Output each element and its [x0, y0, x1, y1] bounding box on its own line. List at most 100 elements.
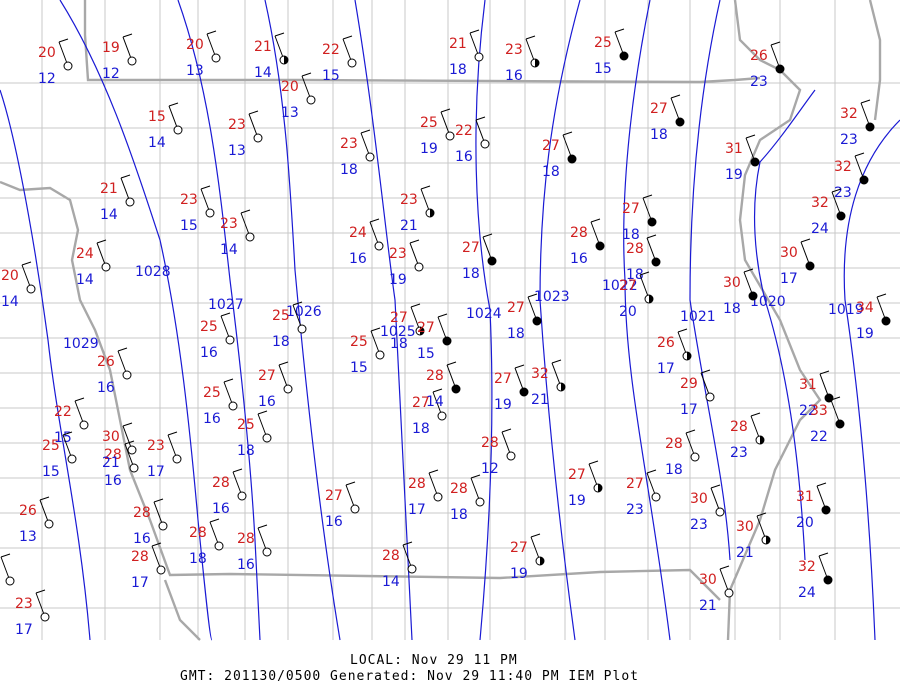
sky-cover-circle: [127, 56, 137, 66]
dewpoint-label: 14: [220, 242, 238, 258]
wind-barb-flag: [200, 185, 211, 190]
isobar-label: 1026: [286, 304, 322, 320]
dewpoint-label: 16: [200, 345, 218, 361]
station-model: 23 18: [340, 129, 375, 178]
station-model: 23 13: [228, 110, 263, 159]
station-model: 30 17: [780, 238, 815, 287]
wind-barb-flag: [96, 239, 107, 244]
temperature-label: 30: [699, 572, 717, 588]
sky-cover-circle: [127, 445, 137, 455]
wind-barb-flag: [440, 108, 451, 113]
dewpoint-label: 15: [594, 61, 612, 77]
dewpoint-label: 16: [203, 411, 221, 427]
sky-cover-circle: [647, 217, 657, 227]
dewpoint-label: 18: [272, 334, 290, 350]
sky-cover-circle: [225, 335, 235, 345]
dewpoint-label: 14: [100, 207, 118, 223]
sky-cover-circle: [173, 125, 183, 135]
sky-cover-circle: [297, 324, 307, 334]
temperature-label: 20: [38, 45, 56, 61]
temperature-label: 26: [97, 354, 115, 370]
dewpoint-label: 18: [340, 162, 358, 178]
sky-cover-half: [540, 557, 544, 565]
temperature-label: 28: [131, 549, 149, 565]
station-model: 28 17: [408, 469, 443, 518]
temperature-label: 27: [622, 201, 640, 217]
wind-barb-flag: [670, 94, 681, 99]
sky-cover-circle: [125, 197, 135, 207]
sky-cover-circle: [129, 463, 139, 473]
sky-cover-circle: [79, 420, 89, 430]
temperature-label: 27: [542, 138, 560, 154]
sky-cover-circle: [350, 504, 360, 514]
station-model: 28 18: [450, 474, 485, 523]
sky-cover-circle: [365, 152, 375, 162]
temperature-label: 28: [189, 525, 207, 541]
isobar-label: 1019: [828, 302, 864, 318]
station-model: 27 19: [494, 364, 529, 413]
dewpoint-label: 16: [325, 514, 343, 530]
temperature-label: 21: [100, 181, 118, 197]
dewpoint-label: 19: [389, 272, 407, 288]
dewpoint-label: 12: [481, 461, 499, 477]
sky-cover-circle: [445, 131, 455, 141]
station-model: 28 23: [730, 412, 765, 461]
dewpoint-label: 24: [811, 221, 829, 237]
sky-cover-circle: [211, 53, 221, 63]
wind-barb-flag: [168, 102, 179, 107]
wind-barb-flag: [223, 378, 234, 383]
temperature-label: 28: [237, 531, 255, 547]
temperature-label: 15: [148, 109, 166, 125]
dewpoint-label: 18: [622, 227, 640, 243]
wind-barb-flag: [167, 431, 178, 436]
wind-barb-flag: [677, 328, 688, 333]
footer-generated: GMT: 201130/0500 Generated: Nov 29 11:40…: [180, 669, 639, 684]
temperature-label: 23: [147, 438, 165, 454]
footer-local-time: LOCAL: Nov 29 11 PM: [350, 653, 518, 668]
station-model: 34 19: [856, 293, 891, 342]
dewpoint-label: 19: [568, 493, 586, 509]
sky-cover-circle: [487, 256, 497, 266]
sky-cover-circle: [374, 241, 384, 251]
dewpoint-label: 21: [699, 598, 717, 614]
temperature-label: 28: [730, 419, 748, 435]
dewpoint-label: 23: [730, 445, 748, 461]
temperature-label: 28: [382, 548, 400, 564]
wind-barb-flag: [469, 29, 480, 34]
station-model: 23 21: [400, 185, 435, 234]
dewpoint-label: 16: [97, 380, 115, 396]
station-model: 28 14: [382, 541, 417, 590]
wind-barb-flag: [770, 41, 781, 46]
wind-barb-flag: [74, 397, 85, 402]
dewpoint-label: 21: [102, 455, 120, 471]
temperature-label: 28: [626, 241, 644, 257]
station-model: 27 18: [412, 388, 447, 437]
station-model: 24 16: [349, 218, 384, 267]
sky-cover-circle: [306, 95, 316, 105]
temperature-label: 27: [412, 395, 430, 411]
sky-cover-circle: [748, 291, 758, 301]
dewpoint-label: 16: [349, 251, 367, 267]
wind-barb-flag: [854, 152, 865, 157]
dewpoint-label: 18: [450, 507, 468, 523]
dewpoint-label: 13: [19, 529, 37, 545]
station-model: 32 24: [798, 552, 833, 601]
wind-barb-flag: [35, 589, 46, 594]
sky-cover-circle: [433, 492, 443, 502]
sky-cover-circle: [715, 507, 725, 517]
temperature-label: 30: [723, 275, 741, 291]
dewpoint-label: 18: [665, 462, 683, 478]
temperature-label: 32: [531, 366, 549, 382]
dewpoint-label: 20: [796, 515, 814, 531]
wind-barb-flag: [62, 431, 73, 436]
wind-barb-flag: [292, 301, 303, 306]
sky-cover-circle: [63, 61, 73, 71]
dewpoint-label: 22: [799, 403, 817, 419]
sky-cover-half: [766, 536, 770, 544]
temperature-label: 31: [796, 489, 814, 505]
temperature-label: 30: [736, 519, 754, 535]
isobar-label: 1020: [750, 294, 786, 310]
